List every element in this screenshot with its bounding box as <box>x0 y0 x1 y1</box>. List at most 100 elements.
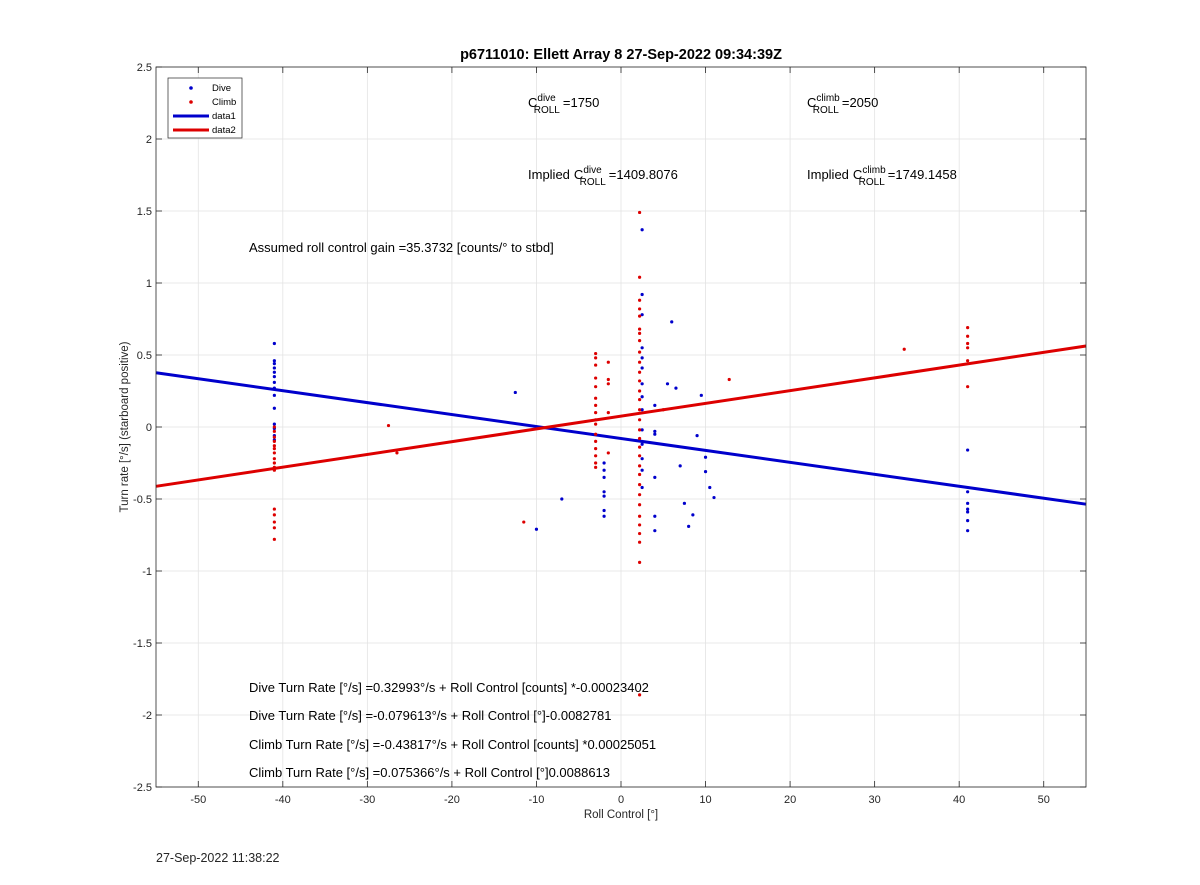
point-dive <box>653 432 657 436</box>
point-dive <box>602 461 606 465</box>
x-tick-label: -20 <box>444 794 460 806</box>
point-climb <box>606 382 610 386</box>
point-climb <box>638 314 642 318</box>
legend-dive-label: Dive <box>212 83 231 94</box>
y-tick-label: 2.5 <box>137 62 152 74</box>
point-climb <box>638 483 642 487</box>
point-climb <box>638 693 642 697</box>
point-dive <box>602 494 606 498</box>
y-tick-label: -1.5 <box>133 638 152 650</box>
point-dive <box>640 485 644 490</box>
point-climb <box>272 526 276 530</box>
point-dive <box>602 468 606 472</box>
scatter-points <box>272 210 970 697</box>
point-dive <box>670 320 674 324</box>
point-dive <box>272 406 276 410</box>
point-dive <box>966 529 970 533</box>
point-dive <box>534 527 539 531</box>
point-dive <box>272 386 276 390</box>
point-climb <box>594 439 598 443</box>
point-climb <box>272 435 276 439</box>
point-dive <box>272 359 276 363</box>
point-climb <box>594 403 598 407</box>
point-dive <box>602 490 606 494</box>
point-dive <box>640 228 644 232</box>
c-roll-dive-annotation: Cdive ROLL=1750 <box>528 93 599 116</box>
point-dive <box>966 501 970 505</box>
point-climb <box>272 444 276 448</box>
point-climb <box>272 425 276 429</box>
point-dive <box>703 470 708 474</box>
legend-dive-marker <box>189 86 193 90</box>
point-climb <box>966 359 970 363</box>
point-dive <box>687 524 691 528</box>
point-climb <box>638 307 642 311</box>
point-climb <box>594 465 598 469</box>
point-dive <box>653 475 657 479</box>
regression-lines <box>155 344 1087 506</box>
point-dive <box>272 370 276 374</box>
y-tick-label: 1.5 <box>137 206 152 218</box>
c-roll-climb-annotation: Cclimb ROLL=2050 <box>807 93 878 116</box>
footer-timestamp: 27-Sep-2022 11:38:22 <box>156 851 280 865</box>
x-tick-label: -10 <box>529 794 545 806</box>
point-dive <box>513 390 517 395</box>
point-climb <box>638 436 642 441</box>
x-tick-label: -40 <box>275 794 291 806</box>
equation-climb-counts: Climb Turn Rate [°/s] =-0.43817°/s + Rol… <box>249 737 656 752</box>
point-climb <box>272 513 276 517</box>
point-dive <box>640 408 644 412</box>
point-dive <box>272 366 276 370</box>
point-climb <box>594 422 598 426</box>
point-climb <box>638 418 642 422</box>
point-climb <box>638 298 642 302</box>
point-climb <box>638 523 642 527</box>
point-climb <box>594 447 598 451</box>
point-climb <box>594 385 598 389</box>
point-climb <box>522 520 526 524</box>
point-climb <box>594 418 598 422</box>
chart-title: p6711010: Ellett Array 8 27-Sep-2022 09:… <box>460 47 782 63</box>
legend-data2-label: data2 <box>212 125 236 136</box>
point-climb <box>594 461 598 465</box>
point-climb <box>272 468 276 472</box>
point-climb <box>594 351 598 356</box>
point-climb <box>638 428 642 432</box>
x-tick-label: 10 <box>699 794 711 806</box>
point-climb <box>638 493 642 497</box>
point-climb <box>638 389 642 393</box>
point-dive <box>665 382 670 386</box>
point-dive <box>703 455 708 459</box>
point-dive <box>560 497 564 501</box>
x-tick-label: 40 <box>953 794 965 806</box>
point-dive <box>966 448 970 452</box>
point-climb <box>395 451 399 455</box>
point-climb <box>966 341 970 346</box>
point-climb <box>638 379 642 383</box>
y-tick-label: -0.5 <box>133 494 152 506</box>
point-dive <box>653 429 657 433</box>
point-climb <box>638 210 642 215</box>
point-dive <box>966 507 970 511</box>
y-tick-label: 0 <box>146 422 152 434</box>
x-tick-label: 20 <box>784 794 796 806</box>
point-dive <box>640 428 644 432</box>
point-climb <box>638 531 642 536</box>
point-dive <box>966 490 970 494</box>
point-climb <box>638 360 642 364</box>
point-climb <box>272 429 276 433</box>
point-climb <box>966 385 970 389</box>
legend-climb-marker <box>189 100 193 104</box>
point-dive <box>653 403 657 407</box>
point-climb <box>272 537 276 541</box>
point-dive <box>640 366 644 370</box>
point-dive <box>640 395 644 399</box>
point-dive <box>640 346 644 350</box>
y-tick-label: -2.5 <box>133 782 152 794</box>
point-dive <box>272 341 276 346</box>
implied-dive-annotation: Implied Cdive ROLL=1409.8076 <box>528 165 678 188</box>
point-climb <box>272 461 276 465</box>
point-climb <box>966 326 970 330</box>
